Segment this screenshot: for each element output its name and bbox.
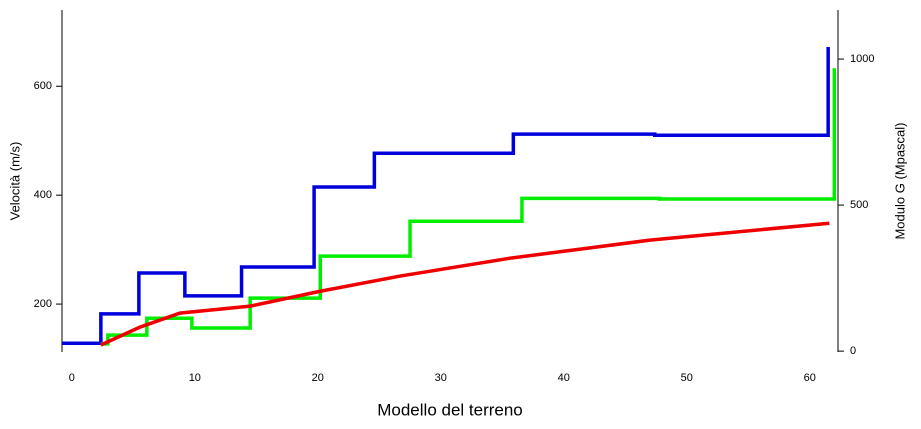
x-tick-label: 30 <box>435 372 447 384</box>
x-axis-label: Modello del terreno <box>377 400 523 419</box>
x-tick-label: 0 <box>69 372 75 384</box>
series-line <box>62 47 830 346</box>
series-line <box>100 221 830 347</box>
y-tick-label: 400 <box>34 189 52 201</box>
y-tick-label: 200 <box>34 298 52 310</box>
y-axis-label: Velocità (m/s) <box>7 142 22 221</box>
y2-axis-label: Modulo G (Mpascal) <box>892 122 907 239</box>
x-tick-label: 20 <box>312 372 324 384</box>
y-tick-label: 600 <box>34 80 52 92</box>
series-line <box>100 68 837 346</box>
x-tick-label: 10 <box>189 372 201 384</box>
x-tick-label: 60 <box>804 372 816 384</box>
x-tick-label: 40 <box>558 372 570 384</box>
y2-tick-label: 500 <box>850 199 868 211</box>
x-tick-label: 50 <box>681 372 693 384</box>
y2-tick-label: 1000 <box>850 53 874 65</box>
y2-tick-label: 0 <box>850 345 856 357</box>
